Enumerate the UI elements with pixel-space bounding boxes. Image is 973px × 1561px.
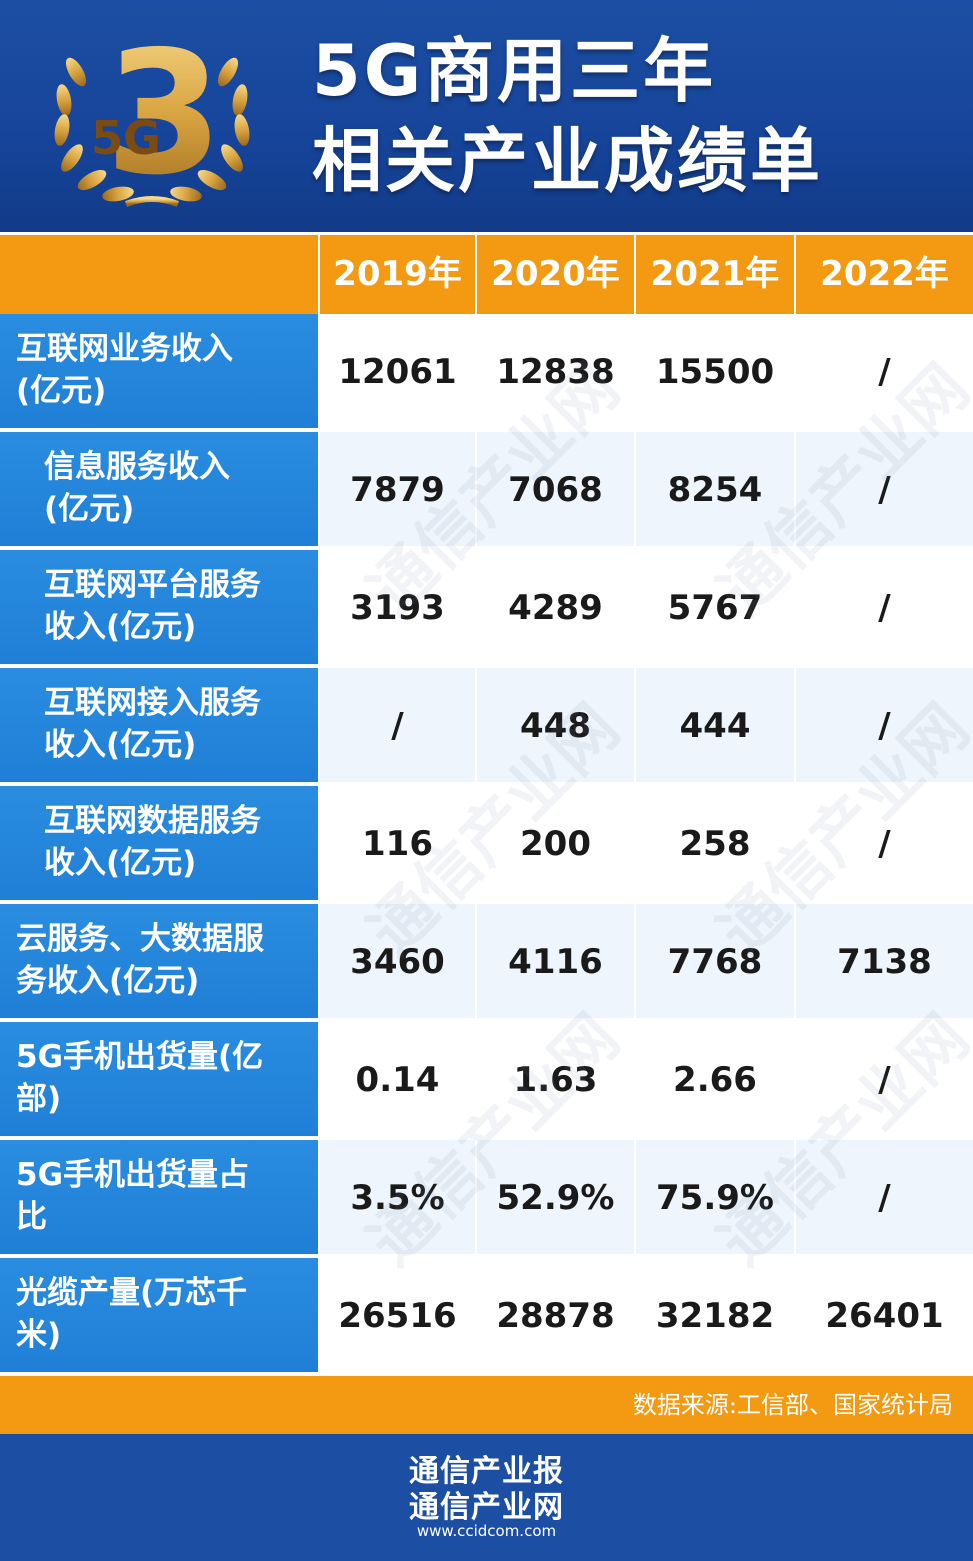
value-cell: 258 (634, 786, 794, 902)
value-cell: 26516 (318, 1258, 475, 1374)
table-row: 互联网数据服务 收入(亿元) 116 200 258/ (0, 786, 973, 904)
title-line-2: 相关产业成绩单 (312, 120, 823, 202)
table-row: 互联网平台服务 收入(亿元) 3193 4289 5767/ (0, 550, 973, 668)
column-header-2019: 2019年 (318, 235, 475, 314)
column-header-2022: 2022年 (794, 235, 973, 314)
table-row: 信息服务收入 (亿元) 7879 7068 8254/ (0, 432, 973, 550)
row-label-line-2: 收入(亿元) (44, 727, 197, 763)
row-label: 互联网业务收入 (亿元) (0, 314, 318, 430)
title-line-1: 5G商用三年 (312, 30, 717, 112)
value-cell: / (794, 550, 973, 666)
row-label-line-1: 云服务、大数据服 (16, 921, 264, 957)
row-label: 云服务、大数据服 务收入(亿元) (0, 904, 318, 1020)
footer-brand-1: 通信产业报 (409, 1454, 564, 1489)
value-cell: 7768 (634, 904, 794, 1020)
value-cell: / (794, 786, 973, 902)
value-cell: 75.9% (634, 1140, 794, 1256)
row-label-line-2: 比 (16, 1199, 47, 1235)
footer-banner: 通信产业报 通信产业网 www.ccidcom.com (0, 1434, 973, 1561)
row-label-line-1: 互联网接入服务 (44, 685, 261, 721)
row-label-line-1: 5G手机出货量占 (16, 1157, 250, 1193)
source-bar: 数据来源:工信部、国家统计局 (0, 1376, 973, 1434)
value-cell: 3460 (318, 904, 475, 1020)
table-row: 云服务、大数据服 务收入(亿元) 3460 4116 7768 7138 (0, 904, 973, 1022)
row-label: 互联网平台服务 收入(亿元) (0, 550, 318, 666)
value-cell: 8254 (634, 432, 794, 548)
value-cell: 52.9% (475, 1140, 634, 1256)
value-cell: 7068 (475, 432, 634, 548)
value-cell: / (318, 668, 475, 784)
value-cell: 2.66 (634, 1022, 794, 1138)
value-cell: / (794, 432, 973, 548)
value-cell: 3193 (318, 550, 475, 666)
value-cell: / (794, 668, 973, 784)
table-row: 互联网接入服务 收入(亿元)/448 444/ (0, 668, 973, 786)
value-cell: 26401 (794, 1258, 973, 1374)
header-banner: 3 5G 5G商用三年 相关产业成绩单 (0, 0, 973, 232)
value-cell: 7138 (794, 904, 973, 1020)
value-cell: 12061 (318, 314, 475, 430)
column-header-2020: 2020年 (475, 235, 634, 314)
row-label-line-2: 务收入(亿元) (16, 963, 200, 999)
value-cell: 1.63 (475, 1022, 634, 1138)
row-label-line-1: 信息服务收入 (44, 449, 230, 485)
table-row: 互联网业务收入 (亿元) 12061 12838 15500/ (0, 314, 973, 432)
value-cell: 200 (475, 786, 634, 902)
row-label-line-1: 互联网数据服务 (44, 803, 261, 839)
source-text: 数据来源:工信部、国家统计局 (632, 1391, 953, 1419)
row-label-line-2: (亿元) (16, 373, 107, 409)
row-label: 互联网接入服务 收入(亿元) (0, 668, 318, 784)
table-row: 5G手机出货量(亿 部) 0.14 1.63 2.66/ (0, 1022, 973, 1140)
row-label: 信息服务收入 (亿元) (0, 432, 318, 548)
table-row: 5G手机出货量占比 3.5% 52.9% 75.9% / (0, 1140, 973, 1258)
laurel-emblem-icon: 3 5G (54, 22, 250, 212)
value-cell: / (794, 314, 973, 430)
row-label: 5G手机出货量(亿 部) (0, 1022, 318, 1138)
value-cell: 448 (475, 668, 634, 784)
value-cell: 5767 (634, 550, 794, 666)
emblem-number: 3 (105, 22, 223, 212)
value-cell: 4289 (475, 550, 634, 666)
row-label-line-1: 光缆产量(万芯千 (16, 1275, 248, 1311)
value-cell: 3.5% (318, 1140, 475, 1256)
value-cell: 4116 (475, 904, 634, 1020)
value-cell: 15500 (634, 314, 794, 430)
row-label: 5G手机出货量占比 (0, 1140, 318, 1256)
row-label: 光缆产量(万芯千 米) (0, 1258, 318, 1374)
row-label-line-1: 互联网业务收入 (16, 331, 233, 367)
footer-url: www.ccidcom.com (416, 1522, 557, 1540)
value-cell: 28878 (475, 1258, 634, 1374)
value-cell: 116 (318, 786, 475, 902)
row-label-line-2: 部) (16, 1081, 62, 1117)
row-label-line-2: 收入(亿元) (44, 845, 197, 881)
row-label-line-1: 5G手机出货量(亿 (16, 1039, 264, 1075)
row-label-line-2: 米) (16, 1317, 62, 1353)
row-label-line-2: 收入(亿元) (44, 609, 197, 645)
value-cell: / (794, 1140, 973, 1256)
row-label: 互联网数据服务 收入(亿元) (0, 786, 318, 902)
value-cell: 32182 (634, 1258, 794, 1374)
value-cell: / (794, 1022, 973, 1138)
emblem-5g-text: 5G (91, 111, 161, 165)
value-cell: 444 (634, 668, 794, 784)
row-label-line-1: 互联网平台服务 (44, 567, 261, 603)
column-header-2021: 2021年 (634, 235, 794, 314)
table-row: 光缆产量(万芯千 米) 26516 28878 32182 26401 (0, 1258, 973, 1376)
value-cell: 7879 (318, 432, 475, 548)
row-label-line-2: (亿元) (44, 491, 135, 527)
footer-brand-2: 通信产业网 (409, 1490, 564, 1525)
column-header-row: 2019年 2020年 2021年 2022年 (0, 232, 973, 314)
value-cell: 12838 (475, 314, 634, 430)
value-cell: 0.14 (318, 1022, 475, 1138)
